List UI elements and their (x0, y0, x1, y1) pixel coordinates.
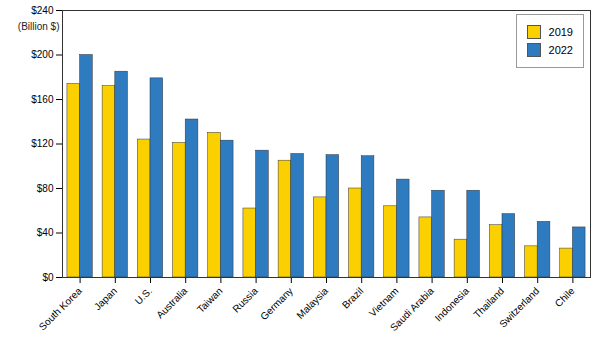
svg-text:South Korea: South Korea (37, 285, 84, 332)
svg-text:$200: $200 (31, 49, 54, 60)
svg-text:Malaysia: Malaysia (294, 285, 330, 321)
svg-text:Switzerland: Switzerland (497, 285, 541, 329)
svg-text:$0: $0 (42, 272, 54, 283)
svg-text:Brazil: Brazil (340, 285, 365, 310)
svg-text:Taiwan: Taiwan (195, 285, 225, 315)
svg-text:Chile: Chile (553, 285, 577, 309)
svg-text:$40: $40 (37, 227, 54, 238)
svg-text:$80: $80 (37, 183, 54, 194)
svg-text:Vietnam: Vietnam (367, 285, 401, 319)
svg-text:Indonesia: Indonesia (433, 285, 472, 324)
html-text:2022: 2022 (548, 44, 573, 56)
svg-text:Thailand: Thailand (471, 285, 506, 320)
svg-text:$240: $240 (31, 5, 54, 16)
svg-text:$120: $120 (31, 138, 54, 149)
svg-text:(Billion $): (Billion $) (18, 21, 60, 32)
svg-text:Saudi Arabia: Saudi Arabia (388, 285, 436, 333)
svg-text:Australia: Australia (154, 285, 190, 321)
html-text:2019: 2019 (548, 26, 573, 38)
svg-text:Russia: Russia (230, 285, 260, 315)
svg-text:Japan: Japan (92, 285, 119, 312)
svg-text:$160: $160 (31, 94, 54, 105)
svg-text:Germany: Germany (258, 285, 295, 322)
svg-text:U.S.: U.S. (133, 285, 155, 307)
